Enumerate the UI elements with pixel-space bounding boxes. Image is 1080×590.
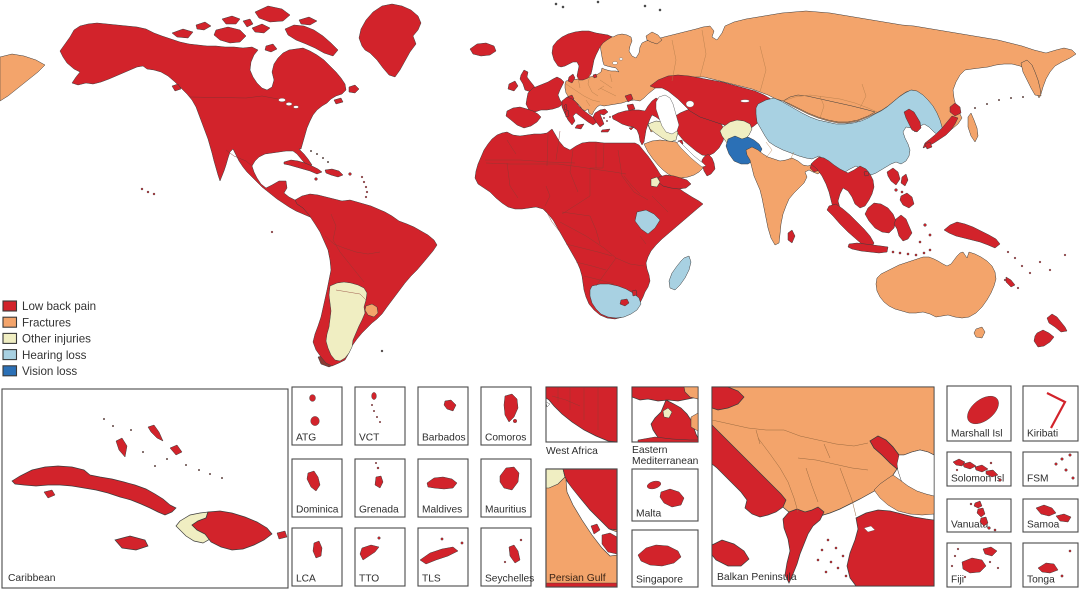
svg-text:Seychelles: Seychelles — [485, 574, 534, 585]
svg-text:Other injuries: Other injuries — [22, 333, 91, 346]
svg-text:ATG: ATG — [296, 433, 316, 444]
svg-text:Persian Gulf: Persian Gulf — [549, 573, 606, 584]
svg-text:Comoros: Comoros — [485, 433, 526, 444]
svg-text:Vision loss: Vision loss — [22, 365, 77, 378]
svg-text:TLS: TLS — [422, 574, 441, 585]
svg-text:Eastern: Eastern — [632, 445, 668, 456]
svg-text:LCA: LCA — [296, 574, 316, 585]
svg-text:Singapore: Singapore — [636, 575, 683, 586]
svg-text:Caribbean: Caribbean — [8, 573, 56, 584]
svg-text:Kiribati: Kiribati — [1027, 429, 1058, 440]
svg-text:Maldives: Maldives — [422, 505, 462, 516]
svg-text:TTO: TTO — [359, 574, 379, 585]
svg-text:Marshall Isl: Marshall Isl — [951, 429, 1003, 440]
svg-text:Mediterranean: Mediterranean — [632, 456, 699, 467]
svg-text:Mauritius: Mauritius — [485, 505, 526, 516]
svg-text:FSM: FSM — [1027, 474, 1049, 485]
svg-text:Solomon Isl: Solomon Isl — [951, 474, 1004, 485]
svg-text:Vanuatu: Vanuatu — [951, 520, 988, 531]
svg-text:Tonga: Tonga — [1027, 575, 1055, 586]
svg-text:VCT: VCT — [359, 433, 379, 444]
svg-text:Balkan Peninsula: Balkan Peninsula — [717, 572, 797, 583]
svg-text:Grenada: Grenada — [359, 505, 399, 516]
svg-text:Hearing loss: Hearing loss — [22, 349, 87, 362]
svg-text:Dominica: Dominica — [296, 505, 339, 516]
svg-text:Fractures: Fractures — [22, 316, 71, 329]
svg-text:Malta: Malta — [636, 509, 661, 520]
svg-text:Samoa: Samoa — [1027, 520, 1060, 531]
svg-text:Low back pain: Low back pain — [22, 300, 96, 313]
svg-text:Barbados: Barbados — [422, 433, 466, 444]
svg-text:Fiji: Fiji — [951, 575, 964, 586]
svg-text:West Africa: West Africa — [546, 446, 598, 457]
